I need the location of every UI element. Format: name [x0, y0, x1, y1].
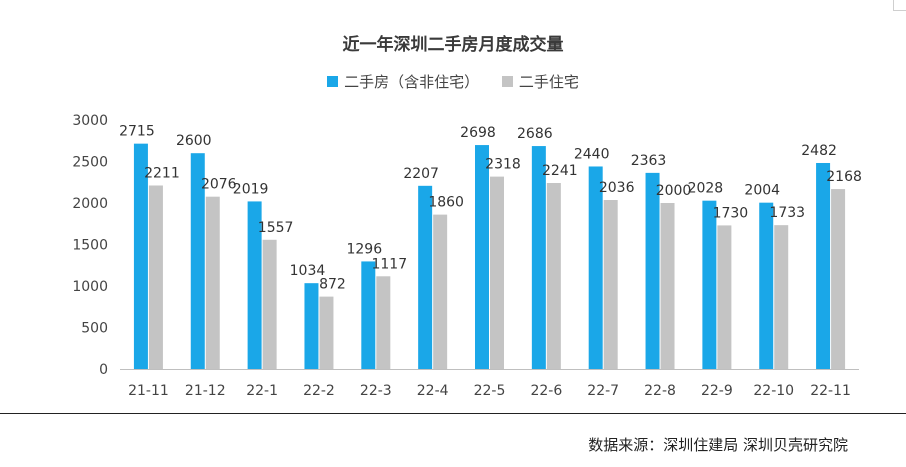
- y-tick-label: 500: [81, 321, 108, 337]
- bar-residential: [603, 200, 618, 369]
- x-tick-label: 22-1: [246, 383, 278, 399]
- bar-residential: [433, 214, 448, 369]
- data-label-all-second-hand: 2698: [460, 125, 496, 141]
- bar-residential: [319, 296, 334, 369]
- bar-all-second-hand: [645, 172, 660, 369]
- bar-all-second-hand: [190, 153, 205, 369]
- data-label-all-second-hand: 2207: [403, 166, 439, 182]
- y-tick-label: 1000: [72, 279, 108, 295]
- data-label-residential: 2211: [144, 165, 180, 181]
- legend-label-residential: 二手住宅: [518, 73, 579, 91]
- bar-residential: [717, 225, 732, 369]
- data-label-residential: 1860: [428, 195, 464, 211]
- y-tick-label: 3000: [72, 113, 108, 129]
- x-tick-label: 22-5: [474, 383, 506, 399]
- y-tick-label: 2000: [72, 196, 108, 212]
- data-label-residential: 872: [319, 277, 346, 293]
- bar-residential: [205, 196, 220, 369]
- bar-all-second-hand: [588, 166, 603, 369]
- legend-swatch-blue: [327, 76, 339, 87]
- data-label-residential: 2318: [485, 157, 521, 173]
- bar-residential: [490, 176, 504, 369]
- x-tick-label: 22-7: [587, 383, 619, 399]
- source-divider: [0, 413, 906, 414]
- bar-residential: [831, 189, 846, 369]
- data-label-residential: 1117: [371, 256, 407, 272]
- bar-residential: [660, 203, 675, 369]
- y-tick-label: 1500: [72, 238, 108, 254]
- bar-residential: [262, 239, 277, 369]
- x-tick-label: 22-6: [530, 383, 562, 399]
- data-source-note: 数据来源：深圳住建局 深圳贝壳研究院: [588, 436, 848, 454]
- bar-all-second-hand: [702, 200, 717, 369]
- corner-border: [893, 0, 906, 11]
- legend-label-all-second-hand: 二手房（含非住宅）: [344, 73, 480, 91]
- data-label-all-second-hand: 2363: [631, 153, 667, 169]
- data-label-residential: 2000: [656, 183, 692, 199]
- bar-all-second-hand: [418, 185, 433, 369]
- legend-item-all-second-hand: 二手房（含非住宅）: [327, 71, 479, 92]
- bar-residential: [774, 225, 789, 369]
- data-label-residential: 2036: [599, 180, 635, 196]
- legend-item-residential: 二手住宅: [501, 71, 579, 92]
- data-label-all-second-hand: 2028: [688, 181, 724, 197]
- bar-all-second-hand: [361, 261, 376, 369]
- bar-all-second-hand: [133, 143, 148, 369]
- bar-all-second-hand: [816, 162, 831, 369]
- bar-residential: [148, 185, 163, 369]
- x-tick-label: 22-10: [753, 383, 794, 399]
- data-label-residential: 2241: [542, 163, 578, 179]
- bar-chart-plot: 0 500 1000 1500 2000 2500 3000 21-11 2715 2211 21-…: [72, 113, 862, 399]
- data-label-all-second-hand: 2440: [574, 146, 610, 162]
- legend: 二手房（含非住宅） 二手住宅: [0, 71, 906, 92]
- data-label-all-second-hand: 1296: [346, 241, 382, 257]
- bar-residential: [546, 182, 561, 369]
- data-label-all-second-hand: 2019: [233, 181, 269, 197]
- x-tick-label: 21-11: [128, 383, 169, 399]
- bar-all-second-hand: [304, 283, 319, 369]
- x-tick-label: 22-2: [303, 383, 335, 399]
- data-label-all-second-hand: 2600: [176, 133, 212, 149]
- data-label-residential: 2168: [826, 169, 862, 185]
- data-label-residential: 2076: [201, 177, 237, 193]
- y-tick-label: 0: [99, 362, 108, 378]
- data-label-all-second-hand: 1034: [290, 263, 326, 279]
- bar-all-second-hand: [759, 202, 774, 369]
- chart-title: 近一年深圳二手房月度成交量: [342, 35, 564, 55]
- data-label-all-second-hand: 2004: [744, 183, 780, 199]
- x-tick-label: 22-3: [360, 383, 392, 399]
- x-tick-label: 22-8: [644, 383, 676, 399]
- legend-swatch-gray: [501, 76, 513, 87]
- data-label-residential: 1733: [769, 205, 805, 221]
- data-label-all-second-hand: 2482: [801, 143, 837, 159]
- x-tick-label: 22-9: [701, 383, 733, 399]
- data-label-residential: 1730: [713, 205, 749, 221]
- x-tick-label: 22-11: [810, 383, 851, 399]
- data-label-residential: 1557: [258, 220, 294, 236]
- x-tick-label: 21-12: [185, 383, 226, 399]
- bar-all-second-hand: [531, 146, 546, 369]
- data-label-all-second-hand: 2686: [517, 126, 553, 142]
- y-tick-label: 2500: [72, 155, 108, 171]
- bar-all-second-hand: [475, 145, 489, 369]
- x-tick-label: 22-4: [417, 383, 449, 399]
- data-label-all-second-hand: 2715: [119, 124, 155, 140]
- bar-all-second-hand: [247, 201, 262, 369]
- bar-residential: [376, 276, 391, 369]
